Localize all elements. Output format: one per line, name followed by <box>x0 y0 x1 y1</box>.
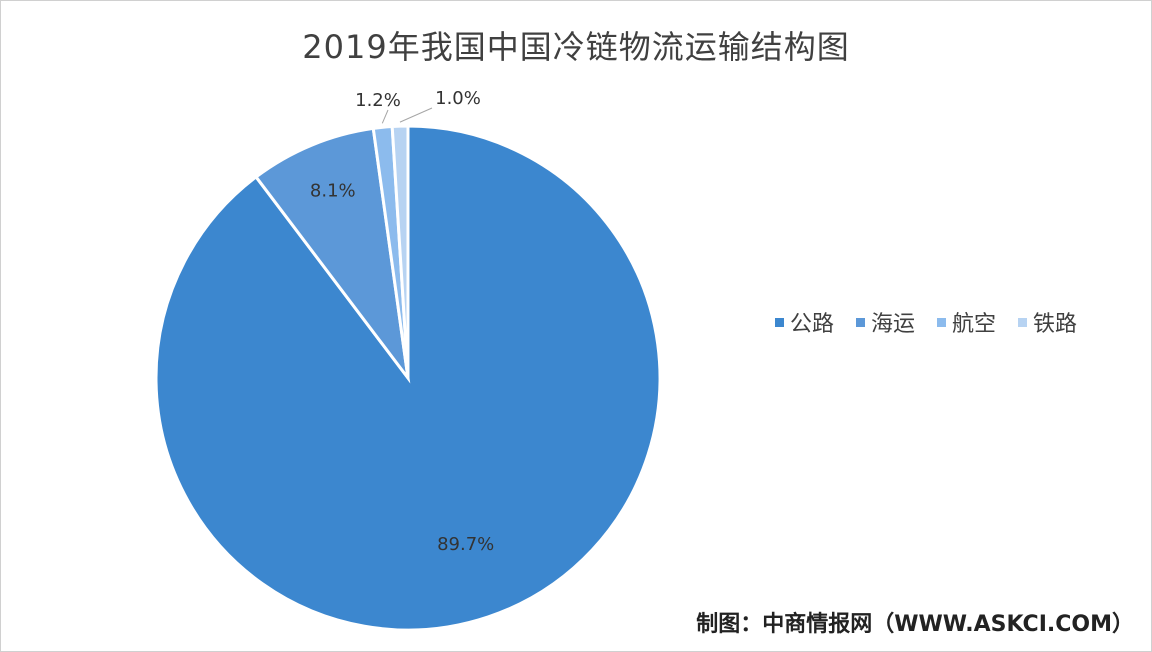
legend-label-公路: 公路 <box>790 312 835 337</box>
data-label-海运: 8.1% <box>310 180 356 201</box>
legend-item-航空: 航空 <box>937 306 996 338</box>
legend-item-公路: 公路 <box>775 306 834 338</box>
chart-title: 2019年我国中国冷链物流运输结构图 <box>302 28 850 66</box>
legend-swatch-公路 <box>775 317 784 327</box>
legend-label-铁路: 铁路 <box>1033 312 1078 337</box>
legend-item-铁路: 铁路 <box>1018 306 1077 338</box>
legend-swatch-海运 <box>856 317 866 327</box>
data-label-铁路: 1.0% <box>435 88 481 109</box>
data-label-航空: 1.2% <box>355 90 401 111</box>
source-credit: 制图：中商情报网（WWW.ASKCI.COM） <box>696 612 1134 637</box>
data-label-公路: 89.7% <box>437 534 494 555</box>
legend-label-航空: 航空 <box>952 312 997 337</box>
legend-item-海运: 海运 <box>856 306 915 338</box>
legend: 公路 海运 航空 铁路 <box>775 306 1077 338</box>
legend-swatch-铁路 <box>1018 317 1028 327</box>
legend-label-海运: 海运 <box>871 312 916 337</box>
leader-line-铁路 <box>399 107 433 123</box>
pie-slice-铁路 <box>390 124 410 379</box>
legend-swatch-航空 <box>937 317 947 327</box>
leader-line-航空 <box>381 109 389 124</box>
pie-slice-海运 <box>253 126 411 384</box>
